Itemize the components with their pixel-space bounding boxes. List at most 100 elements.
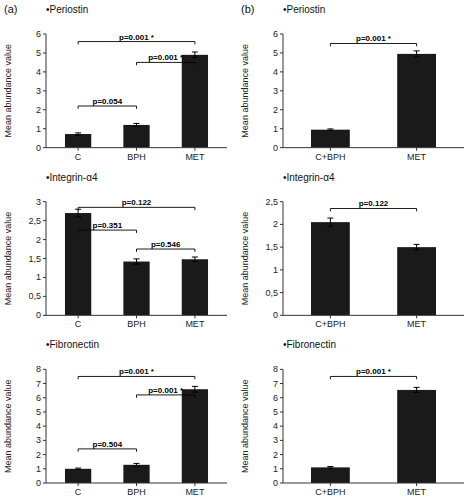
significance-bracket [78, 106, 136, 109]
bar [65, 134, 91, 148]
x-tick [136, 483, 137, 486]
x-tick [416, 483, 417, 486]
y-tick [280, 292, 283, 293]
y-tick [43, 128, 46, 129]
x-tick [136, 315, 137, 318]
y-tick [43, 52, 46, 53]
panel: 00,511,522,53CBPHMETMean abundance value… [3, 172, 227, 330]
error-bar [75, 209, 81, 217]
bar [123, 262, 149, 316]
x-tick [416, 148, 417, 151]
y-tick [43, 109, 46, 110]
y-tick [280, 109, 283, 110]
significance-label: p=0.001 * [356, 367, 392, 376]
y-tick [280, 454, 283, 455]
y-tick-label: 2 [36, 105, 41, 115]
significance-bracket [137, 62, 195, 65]
bar [311, 130, 350, 148]
error-line [416, 387, 417, 392]
significance-bracket [330, 43, 416, 46]
y-tick-label: 1 [273, 464, 278, 474]
error-cap [75, 216, 81, 217]
error-bar [192, 52, 198, 58]
y-tick-label: 3 [273, 435, 278, 445]
error-bar [134, 463, 140, 466]
y-tick [43, 369, 46, 370]
error-cap [327, 128, 333, 129]
error-bar [75, 468, 81, 469]
panel: 012345678CBPHMETMean abundance value•Fib… [3, 339, 227, 497]
error-bar [75, 133, 81, 135]
significance-label: p=0.054 [93, 97, 123, 106]
significance-bracket [78, 376, 195, 379]
error-bar [327, 218, 333, 226]
y-tick [280, 383, 283, 384]
y-tick [43, 147, 46, 148]
y-tick-label: 1 [36, 464, 41, 474]
title: •Fibronectin [283, 339, 336, 350]
y-tick-label: 8 [273, 364, 278, 374]
marks [311, 51, 436, 148]
marks [311, 387, 436, 483]
y-tick [280, 426, 283, 427]
bar [311, 222, 350, 315]
y-tick [43, 315, 46, 316]
significance-label: p=0.546 [151, 240, 181, 249]
y-tick-label: 2,5 [28, 216, 41, 226]
y-tick [43, 296, 46, 297]
error-cap [414, 244, 420, 245]
x-tick [136, 148, 137, 151]
x-tick [194, 315, 195, 318]
x-tick-label: C+BPH [315, 319, 345, 329]
y-tick-label: 0 [36, 143, 41, 153]
y-tick-label: 6 [273, 29, 278, 39]
x-tick [416, 315, 417, 318]
x-tick-label: MET [185, 487, 205, 497]
y-tick [280, 128, 283, 129]
y-tick-label: 2 [36, 450, 41, 460]
y-tick [280, 269, 283, 270]
significance-label: p=0.001 * [356, 34, 392, 43]
x-tick [194, 483, 195, 486]
x-tick-label: MET [185, 152, 205, 162]
y-axis [283, 202, 284, 316]
bar [182, 55, 208, 148]
y-tick [43, 411, 46, 412]
y-tick [280, 468, 283, 469]
x-tick-label: MET [407, 487, 427, 497]
bar [123, 465, 149, 483]
y-tick [280, 52, 283, 53]
error-line [416, 51, 417, 57]
error-cap [414, 249, 420, 250]
panel-label: (a) [4, 3, 17, 15]
error-cap [414, 387, 420, 388]
panel: 00,511,522,5C+BPHMETMean abundance value… [240, 172, 464, 330]
y-tick-label: 2 [273, 105, 278, 115]
y-tick [280, 201, 283, 202]
y-tick-label: 0 [36, 478, 41, 488]
x-tick-label: BPH [127, 319, 146, 329]
y-tick-label: 3 [36, 86, 41, 96]
significance-bracket [78, 207, 195, 210]
x-tick [330, 483, 331, 486]
y-tick-label: 6 [36, 393, 41, 403]
figure: 0123456CBPHMETMean abundance value•Perio… [0, 0, 474, 503]
error-line [136, 259, 137, 264]
y-tick-label: 2 [36, 235, 41, 245]
x-tick [194, 148, 195, 151]
x-tick [330, 315, 331, 318]
y-tick [280, 247, 283, 248]
significance-label: p=0.001 * [119, 33, 155, 42]
bar [65, 213, 91, 315]
y-tick-label: 5 [36, 407, 41, 417]
error-cap [414, 56, 420, 57]
y-tick-label: 1,5 [265, 242, 278, 252]
y-axis-label: Mean abundance value [240, 379, 250, 473]
y-tick-label: 3 [273, 86, 278, 96]
y-tick-label: 6 [36, 29, 41, 39]
title: •Integrin-α4 [46, 172, 98, 183]
y-tick-label: 1 [273, 265, 278, 275]
x-axis [283, 147, 464, 148]
y-tick-label: 2 [273, 450, 278, 460]
error-cap [192, 392, 198, 393]
